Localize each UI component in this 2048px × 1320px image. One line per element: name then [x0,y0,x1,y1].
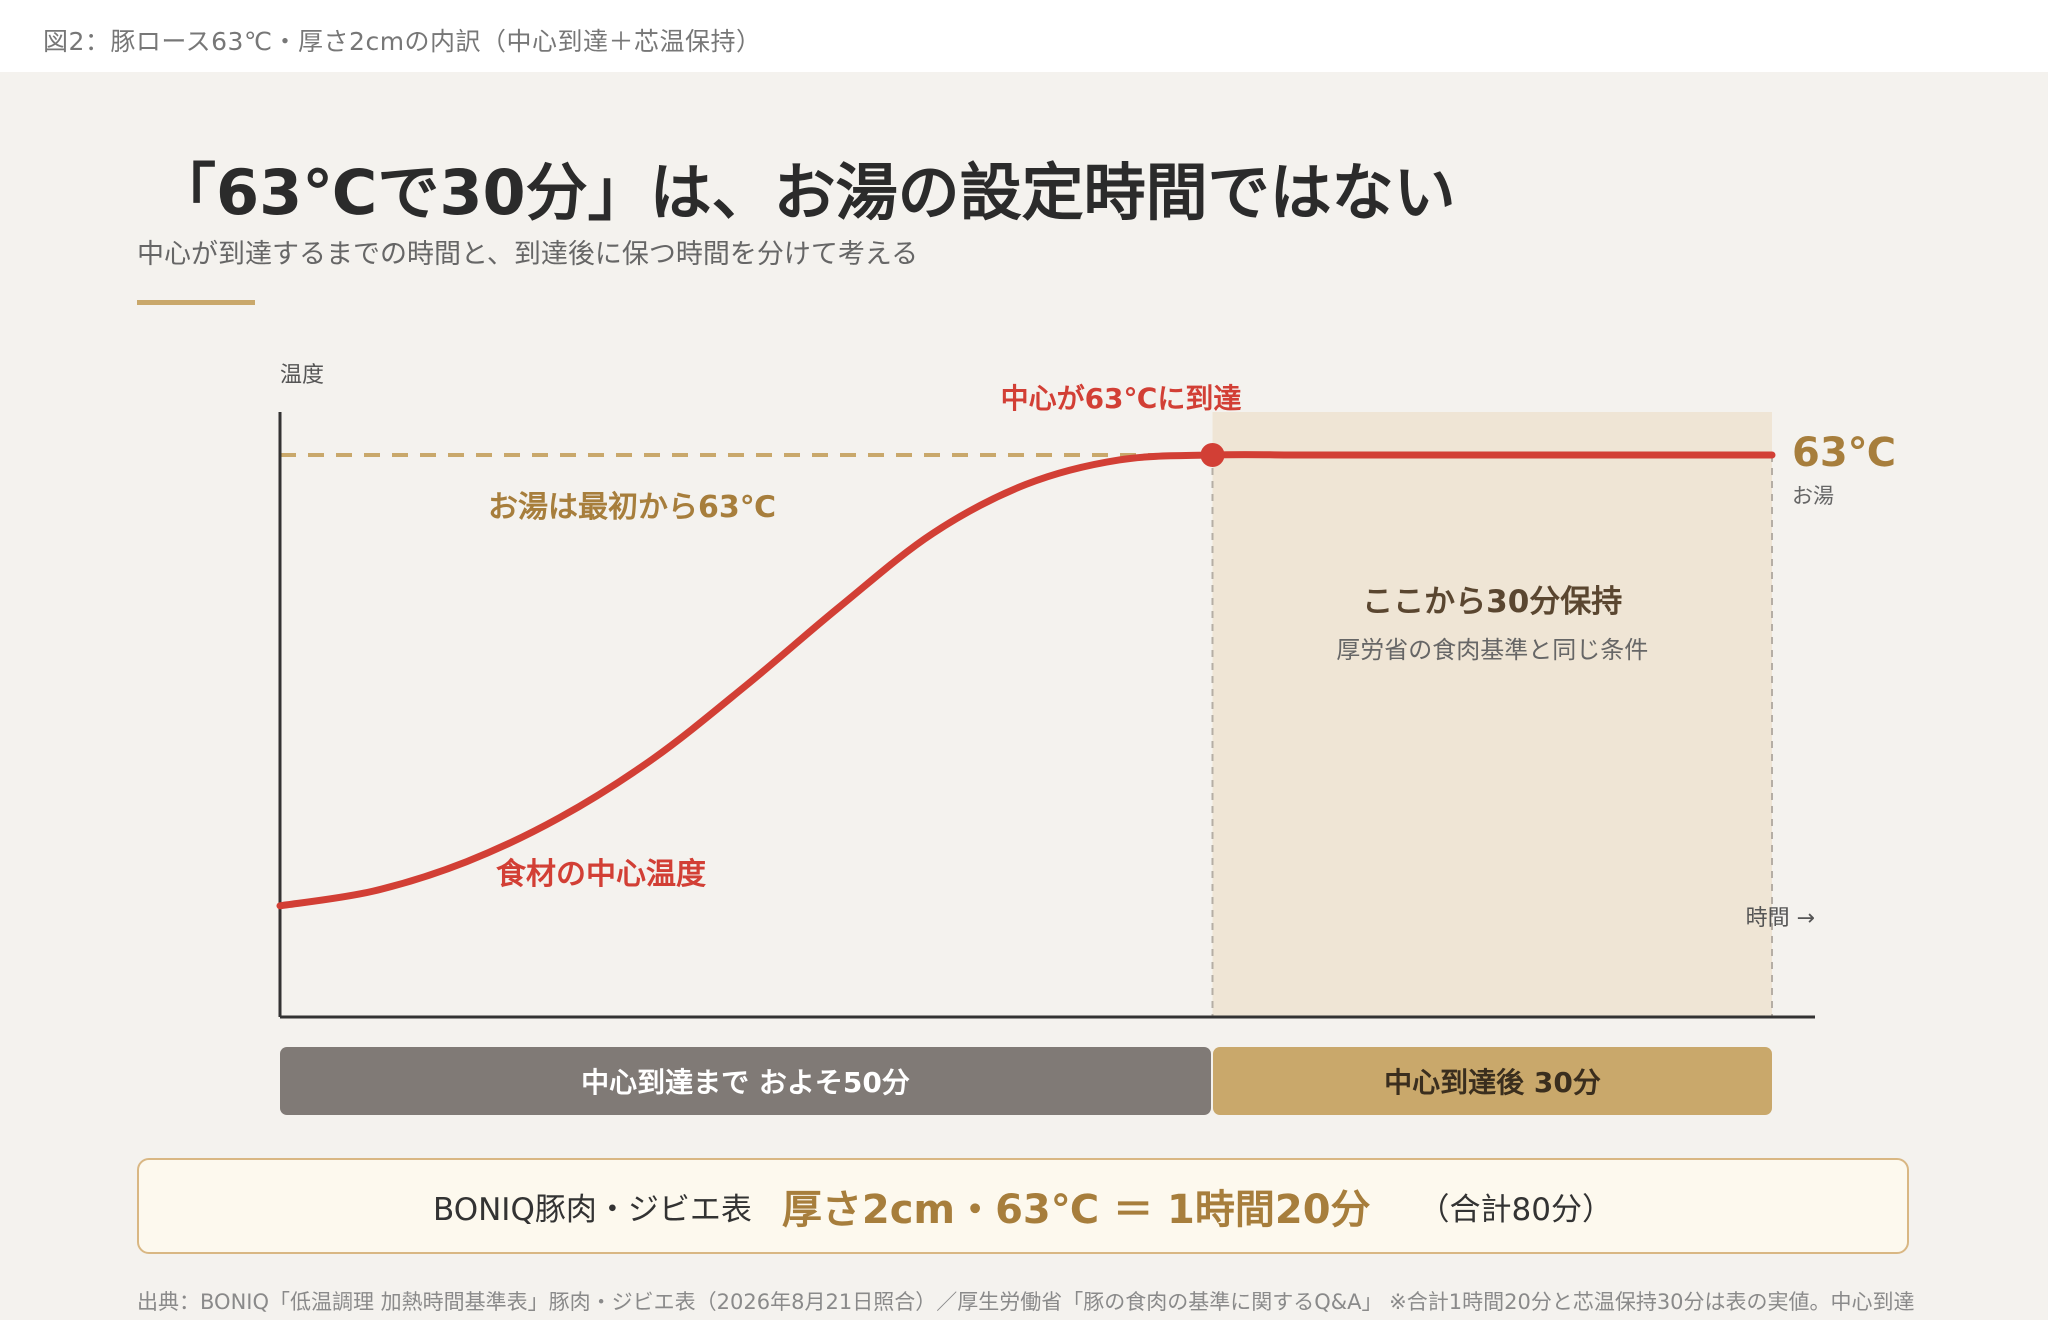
right-temp-value: 63℃ [1792,430,1896,476]
source-note: 出典：BONIQ「低温調理 加熱時間基準表」豚肉・ジビエ表（2026年8月21日… [137,1290,1915,1314]
core-temperature-curve [276,451,1776,910]
series-label: 食材の中心温度 [496,857,706,892]
x-axis-label: 時間 → [1746,906,1815,931]
hold-region-title: ここから30分保持 [1362,584,1622,620]
figure-caption: 図2：豚ロース63℃・厚さ2cmの内訳（中心到達＋芯温保持） [43,27,762,56]
hold-region-subtitle: 厚労省の食肉基準と同じ条件 [1336,636,1648,664]
right-temp-sub: お湯 [1792,484,1834,508]
y-axis-label: 温度 [280,363,324,388]
summary-box: BONIQ豚肉・ジビエ表 厚さ2cm・63℃ ＝ 1時間20分 （合計80分） [137,1158,1909,1254]
temperature-chart: 温度 時間 → 中心が63℃に到達 お湯は最初から63℃ 63℃ お湯 ここから… [276,363,1896,1019]
phase-before-reach: 中心到達まで およそ50分 [280,1047,1211,1115]
phase-after-reach: 中心到達後 30分 [1213,1047,1772,1115]
reach-point-marker [1200,443,1225,467]
summary-source: BONIQ豚肉・ジビエ表 [433,1191,752,1228]
reference-line-label: お湯は最初から63℃ [488,490,776,525]
summary-total: （合計80分） [1418,1191,1613,1228]
figure-title: 「63℃で30分」は、お湯の設定時間ではない [154,156,1456,229]
summary-value: 厚さ2cm・63℃ ＝ 1時間20分 [781,1187,1371,1233]
hold-region [1212,412,1772,1017]
reach-label: 中心が63℃に到達 [1001,382,1242,415]
figure-card: 「63℃で30分」は、お湯の設定時間ではない 中心が到達するまでの時間と、到達後… [0,72,2048,1320]
accent-divider [137,300,255,305]
figure-subtitle: 中心が到達するまでの時間と、到達後に保つ時間を分けて考える [137,239,919,270]
